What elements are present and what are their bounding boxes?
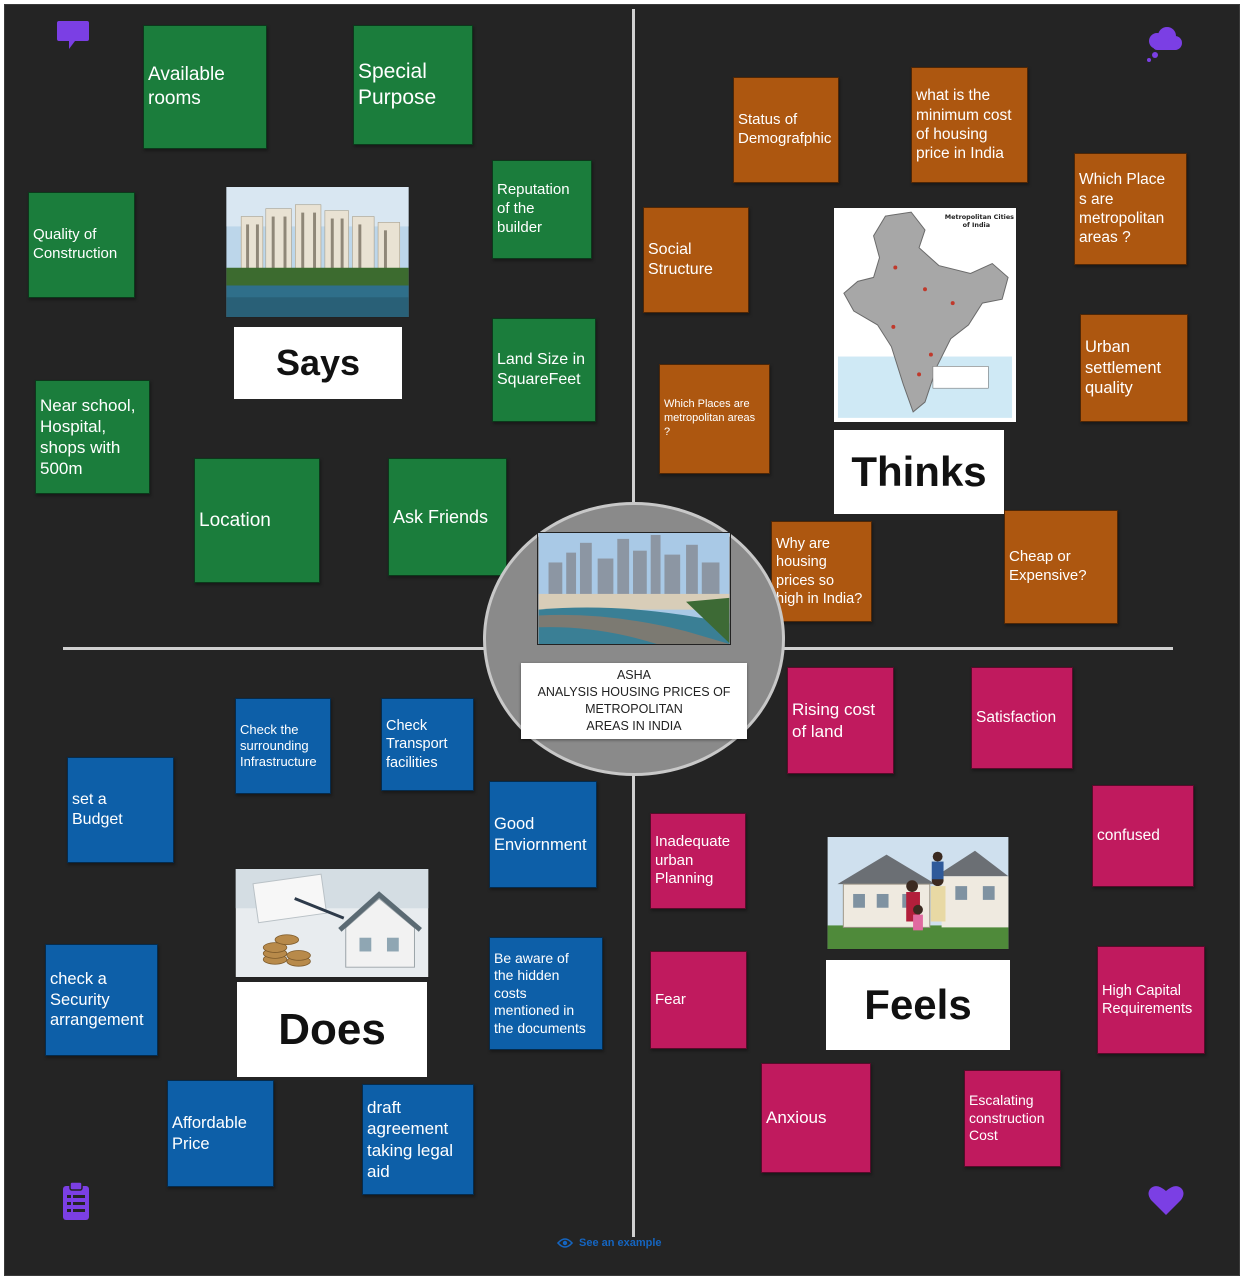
center-title-label: ASHA ANALYSIS HOUSING PRICES OF METROPOL… (521, 663, 747, 739)
sticky-note[interactable]: Why are housing prices so high in India? (771, 521, 872, 622)
house-coins-image (234, 868, 430, 978)
feels-label: Feels (826, 960, 1010, 1050)
sticky-note[interactable]: Inadequate urban Planning (650, 813, 746, 909)
sticky-note[interactable]: what is the minimum cost of housing pric… (911, 67, 1028, 183)
map-title: Metropolitan Cities (945, 213, 1014, 221)
empathy-map-board: Available rooms Special Purpose Reputati… (4, 4, 1240, 1276)
speech-bubble-icon[interactable] (55, 19, 91, 53)
city-skyline-image (537, 532, 731, 645)
heart-icon[interactable] (1147, 1183, 1185, 1217)
sticky-note[interactable]: Satisfaction (971, 667, 1073, 769)
india-map-image: Metropolitan Cities of India (833, 207, 1017, 423)
see-example-label: See an example (579, 1237, 662, 1249)
sticky-note[interactable]: Anxious (761, 1063, 871, 1173)
sticky-note[interactable]: Which Places are metropolitan areas ? (659, 364, 770, 474)
sticky-note[interactable]: Ask Friends (388, 458, 507, 576)
thinks-label: Thinks (834, 430, 1004, 514)
sticky-note[interactable]: draft agreement taking legal aid (362, 1084, 474, 1195)
svg-text:of India: of India (963, 221, 990, 229)
sticky-note[interactable]: Affordable Price (167, 1080, 274, 1187)
sticky-note[interactable]: Social Structure (643, 207, 749, 313)
sticky-note[interactable]: confused (1092, 785, 1194, 887)
sticky-note[interactable]: Check Transport facilities (381, 698, 474, 791)
sticky-note[interactable]: Cheap or Expensive? (1004, 510, 1118, 624)
says-label: Says (234, 327, 402, 399)
sticky-note[interactable]: Rising cost of land (787, 667, 894, 774)
sticky-note[interactable]: set a Budget (67, 757, 174, 863)
see-example-link[interactable]: See an example (556, 1237, 662, 1249)
eye-icon (556, 1238, 574, 1248)
sticky-note[interactable]: High Capital Requirements (1097, 946, 1205, 1054)
sticky-note[interactable]: Available rooms (143, 25, 267, 149)
sticky-note[interactable]: Fear (650, 951, 747, 1049)
sticky-note[interactable]: Which Place s are metropolitan areas ? (1074, 153, 1187, 265)
apartment-buildings-image (225, 186, 410, 318)
sticky-note[interactable]: Land Size in SquareFeet (492, 318, 596, 422)
sticky-note[interactable]: Location (194, 458, 320, 583)
sticky-note[interactable]: Special Purpose (353, 25, 473, 145)
does-label: Does (237, 982, 427, 1077)
sticky-note[interactable]: Near school, Hospital, shops with 500m (35, 380, 150, 494)
thought-cloud-icon[interactable] (1143, 25, 1185, 63)
sticky-note[interactable]: Urban settlement quality (1080, 314, 1188, 422)
sticky-note[interactable]: Be aware of the hidden costs mentioned i… (489, 937, 603, 1050)
family-house-image (826, 836, 1010, 950)
clipboard-icon[interactable] (61, 1181, 91, 1221)
sticky-note[interactable]: Quality of Construction (28, 192, 135, 298)
sticky-note[interactable]: Escalating construction Cost (964, 1070, 1061, 1167)
sticky-note[interactable]: Reputation of the builder (492, 160, 592, 259)
sticky-note[interactable]: Check the surrounding Infrastructure (235, 698, 331, 794)
sticky-note[interactable]: check a Security arrangement (45, 944, 158, 1056)
sticky-note[interactable]: Good Enviornment (489, 781, 597, 888)
sticky-note[interactable]: Status of Demografphic (733, 77, 839, 183)
